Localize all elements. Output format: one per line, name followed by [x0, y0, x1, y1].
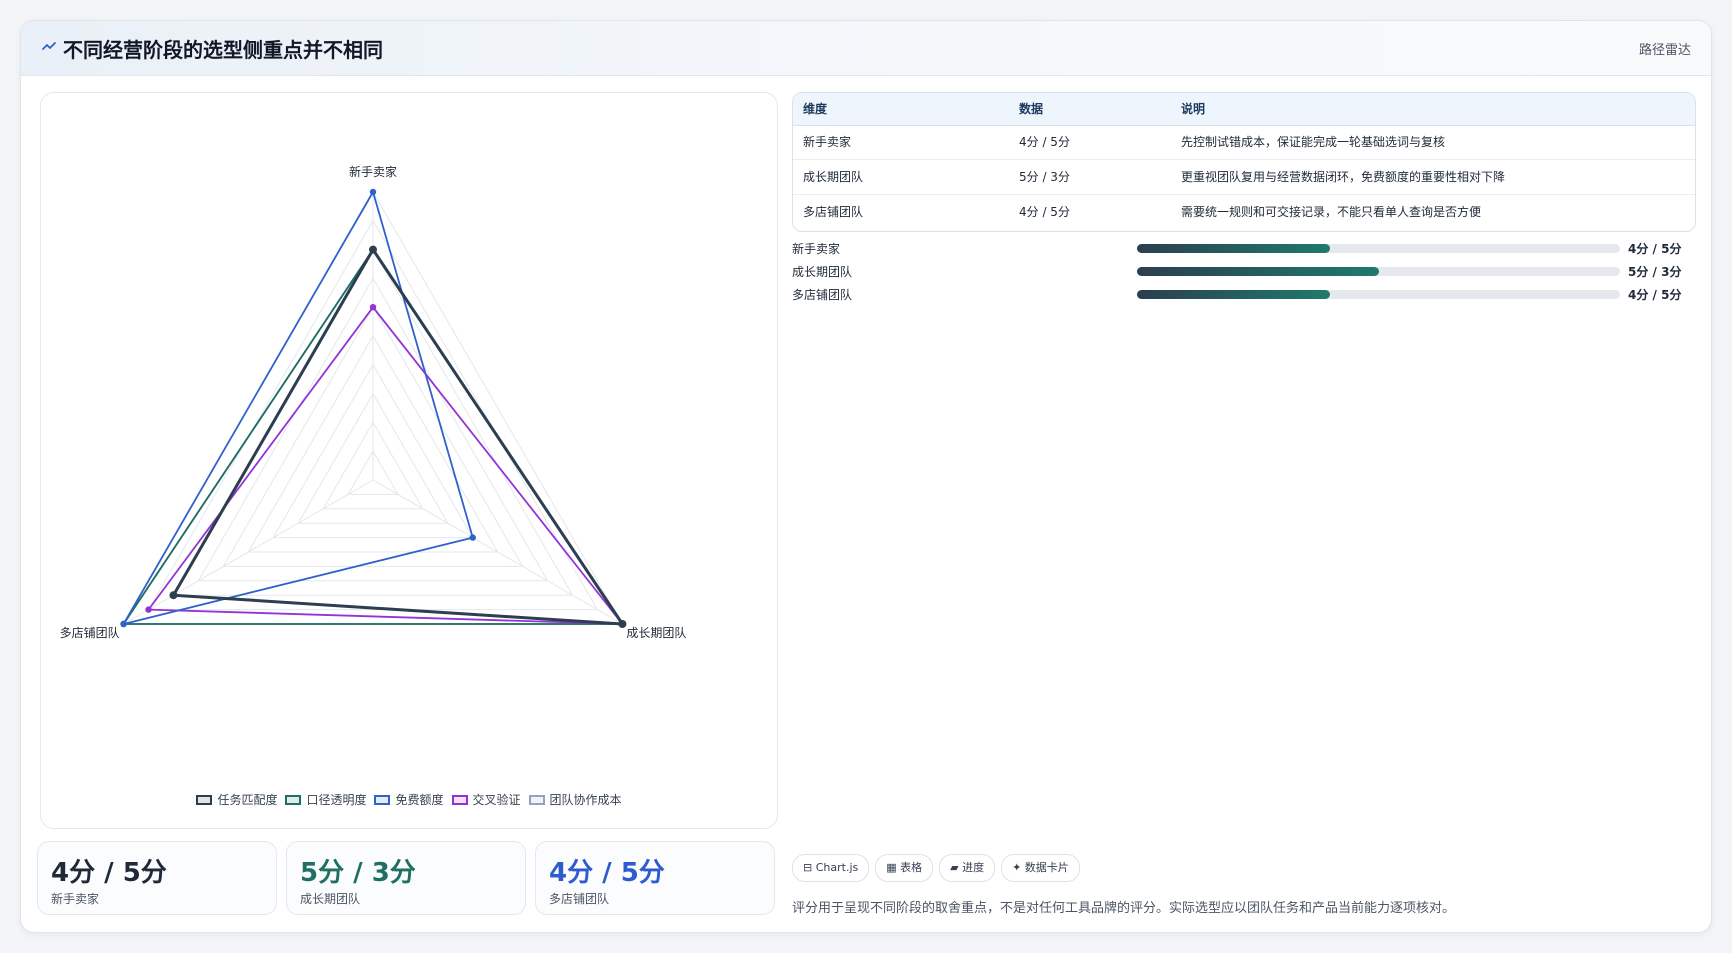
- progress-label: 成长期团队: [792, 265, 853, 279]
- stat-card-growth: 5分 / 3分 成长期团队: [286, 841, 526, 915]
- radar-axis-label: 新手卖家: [349, 164, 397, 179]
- legend-item[interactable]: 口径透明度: [285, 791, 366, 808]
- radar-grid-ring: [147, 219, 599, 611]
- legend-swatch: [451, 794, 468, 805]
- radar-point: [120, 620, 127, 628]
- radar-point: [169, 591, 178, 600]
- radar-grid-ring: [222, 306, 524, 567]
- chip-progress[interactable]: ▰ 进度: [939, 854, 996, 882]
- stat-card-newbie: 4分 / 5分 新手卖家: [37, 841, 277, 915]
- table-row: 新手卖家 4分 / 5分 先控制试错成本，保证能完成一轮基础选词与复核: [793, 125, 1695, 160]
- legend-swatch: [374, 794, 391, 805]
- progress-value: 4分 / 5分: [1628, 242, 1682, 256]
- stat-label: 成长期团队: [300, 892, 361, 906]
- radar-grid-ring: [322, 421, 424, 510]
- radar-grid-ring: [247, 335, 499, 553]
- progress-row: 多店铺团队 4分 / 5分: [792, 284, 1694, 304]
- chip-table[interactable]: ▦ 表格: [875, 854, 934, 882]
- table-cell: 需要统一规则和可交接记录，不能只看单人查询是否方便: [1181, 205, 1482, 219]
- radar-series-4: [147, 306, 624, 625]
- header-tag: 路径雷达: [1638, 43, 1691, 58]
- feature-chips: ⊟ Chart.js ▦ 表格 ▰ 进度 ✦ 数据卡片: [792, 854, 1086, 882]
- radar-point: [145, 606, 152, 613]
- legend-swatch: [285, 794, 302, 805]
- legend-item[interactable]: 交叉验证: [451, 791, 521, 808]
- radar-point: [369, 245, 377, 254]
- table-header-cell: 维度: [803, 102, 828, 116]
- footnote: 评分用于呈现不同阶段的取舍重点，不是对任何工具品牌的评分。实际选型应以团队任务和…: [792, 901, 1456, 916]
- chip-chartjs[interactable]: ⊟ Chart.js: [792, 854, 870, 882]
- radar-grid-ring: [297, 392, 449, 524]
- legend-item[interactable]: 免费额度: [374, 791, 444, 808]
- legend-swatch: [196, 794, 213, 805]
- progress-row: 新手卖家 4分 / 5分: [792, 238, 1694, 258]
- table-row: 成长期团队 5分 / 3分 更重视团队复用与经营数据闭环，免费额度的重要性相对下…: [793, 160, 1695, 195]
- progress-label: 新手卖家: [792, 242, 841, 256]
- stat-value: 5分 / 3分: [300, 858, 416, 888]
- page-title: 不同经营阶段的选型侧重点并不相同: [63, 38, 383, 62]
- data-table: 维度 数据 说明 新手卖家 4分 / 5分 先控制试错成本，保证能完成一轮基础选…: [792, 92, 1696, 232]
- table-header-cell: 说明: [1181, 102, 1206, 116]
- radar-point: [369, 304, 377, 311]
- legend-item[interactable]: 任务匹配度: [196, 791, 277, 808]
- table-header-cell: 数据: [1019, 102, 1044, 116]
- radar-point: [618, 620, 627, 628]
- radar-point: [369, 188, 377, 196]
- table-header-row: 维度 数据 说明: [793, 93, 1695, 126]
- table-cell: 5分 / 3分: [1019, 170, 1070, 184]
- legend-label: 免费额度: [395, 793, 444, 807]
- radar-spoke: [123, 479, 374, 625]
- radar-series-1: [171, 248, 624, 626]
- stat-label: 多店铺团队: [549, 892, 610, 906]
- radar-series-3: [122, 191, 474, 625]
- progress-value: 4分 / 5分: [1628, 288, 1682, 302]
- progress-row: 成长期团队 5分 / 3分: [792, 261, 1694, 281]
- table-cell: 4分 / 5分: [1019, 135, 1070, 149]
- trend-icon: [42, 42, 56, 50]
- stat-value: 4分 / 5分: [549, 858, 665, 888]
- progress-fill: [1137, 267, 1379, 276]
- table-cell: 更重视团队复用与经营数据闭环，免费额度的重要性相对下降: [1181, 170, 1506, 184]
- progress-track: [1137, 290, 1620, 299]
- radar-chart-panel: 新手卖家成长期团队 多店铺团队 任务匹配度 口径透明度 免费额度 交叉验证 团队协作成本: [40, 92, 778, 829]
- radar-point: [469, 534, 476, 541]
- legend-label: 任务匹配度: [217, 793, 278, 807]
- radar-axis-label: 多店铺团队: [60, 625, 120, 640]
- legend-label: 交叉验证: [472, 793, 521, 807]
- radar-axis-label: 成长期团队: [626, 625, 686, 640]
- chip-data-card[interactable]: ✦ 数据卡片: [1001, 854, 1080, 882]
- radar-grid-ring: [272, 363, 474, 539]
- stat-label: 新手卖家: [51, 892, 100, 906]
- radar-grid-ring: [347, 450, 399, 495]
- legend-item[interactable]: 团队协作成本: [528, 791, 622, 808]
- progress-label: 多店铺团队: [792, 288, 853, 302]
- progress-track: [1137, 267, 1620, 276]
- legend-swatch: [528, 794, 545, 805]
- stat-value: 4分 / 5分: [51, 858, 167, 888]
- main-card: 不同经营阶段的选型侧重点并不相同 路径雷达 新手卖家 成长期团队 多店铺团队 任务匹…: [20, 20, 1712, 933]
- stat-card-multistore: 4分 / 5分 多店铺团队: [535, 841, 775, 915]
- radar-grid-ring: [197, 277, 549, 582]
- table-cell: 多店铺团队: [803, 205, 864, 219]
- radar-spoke: [372, 479, 623, 625]
- progress-track: [1137, 244, 1620, 253]
- table-cell: 先控制试错成本，保证能完成一轮基础选词与复核: [1181, 135, 1446, 149]
- chart-legend: 任务匹配度 口径透明度 免费额度 交叉验证 团队协作成本: [41, 791, 777, 808]
- legend-label: 口径透明度: [306, 793, 367, 807]
- table-row: 多店铺团队 4分 / 5分 需要统一规则和可交接记录，不能只看单人查询是否方便: [793, 195, 1695, 229]
- progress-fill: [1137, 244, 1331, 253]
- legend-label: 团队协作成本: [549, 793, 622, 807]
- table-cell: 成长期团队: [803, 170, 864, 184]
- progress-value: 5分 / 3分: [1628, 265, 1682, 279]
- table-cell: 4分 / 5分: [1019, 205, 1070, 219]
- progress-fill: [1137, 290, 1331, 299]
- table-cell: 新手卖家: [803, 135, 852, 149]
- card-header: 不同经营阶段的选型侧重点并不相同 路径雷达: [21, 21, 1711, 76]
